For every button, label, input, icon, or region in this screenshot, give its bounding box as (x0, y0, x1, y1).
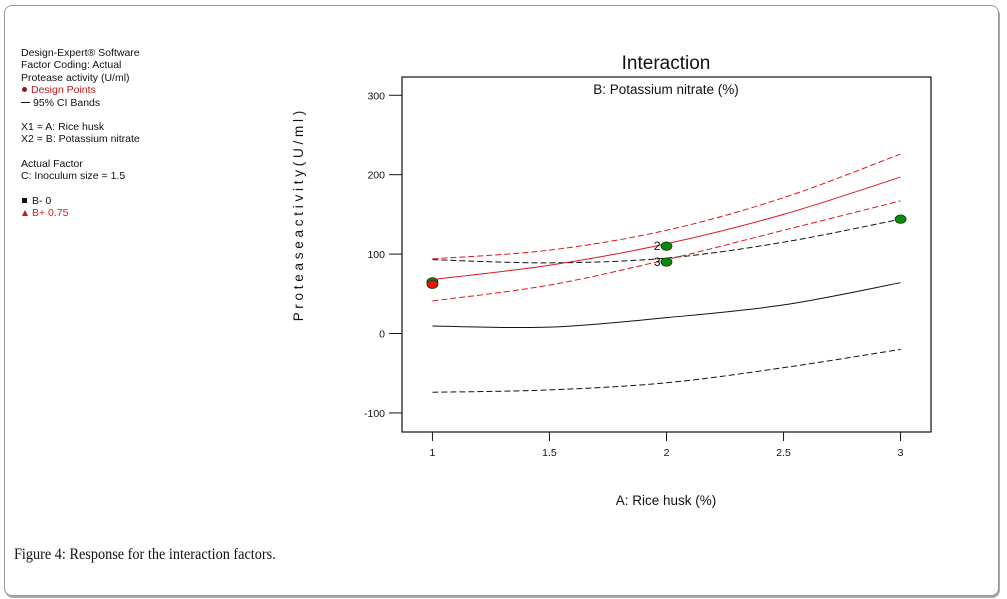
series-line-1 (432, 348, 901, 393)
figure-frame (4, 5, 999, 596)
legend-ci-bands: 95% CI Bands (21, 97, 140, 109)
design-point-label: 3 (654, 255, 661, 269)
legend-series-high: B+ 0.75 (21, 207, 140, 219)
design-expert-legend: Design-Expert® Software Factor Coding: A… (21, 47, 140, 219)
series-line-4 (432, 200, 901, 302)
x-tick-label: 3 (898, 447, 904, 459)
plot-area (401, 76, 932, 433)
legend-series-low-label: B- 0 (32, 194, 52, 207)
figure-caption-label: Figure 4: (14, 546, 66, 563)
y-tick-label: 200 (367, 170, 385, 182)
legend-actual-factor-title: Actual Factor (21, 157, 83, 170)
legend-response: Protease activity (U/ml) (21, 71, 130, 84)
design-point-dot-icon (22, 87, 27, 93)
x-tick-label: 2.5 (776, 447, 791, 459)
legend-actual-factor: C: Inoculum size = 1.5 (21, 170, 126, 183)
legend-design-points-label: Design Points (31, 84, 96, 97)
series-line-5 (432, 153, 901, 260)
y-axis: -100 0 100 200 300 (364, 90, 402, 420)
y-tick-label: -100 (364, 408, 385, 420)
chart-title: Interaction (622, 53, 711, 74)
design-points: 23 (426, 214, 907, 289)
figure-caption-text: Response for the interaction factors. (69, 546, 276, 563)
line-icon (21, 102, 30, 104)
series-line-2 (432, 218, 901, 264)
y-tick-label: 300 (367, 90, 385, 102)
design-point (894, 214, 907, 224)
x-axis-label: A: Rice husk (%) (616, 493, 717, 508)
legend-series-high-label: B+ 0.75 (32, 207, 69, 220)
y-tick-label: 100 (367, 249, 385, 261)
design-point-label: 2 (654, 239, 661, 253)
legend-x1: X1 = A: Rice husk (21, 121, 105, 134)
series-line-0 (432, 282, 901, 329)
figure-caption: Figure 4: Response for the interaction f… (14, 546, 276, 564)
x-axis: 1 1.5 2 2.5 3 (430, 432, 904, 459)
design-point (426, 279, 439, 289)
legend-series-low: B- 0 (21, 195, 140, 207)
design-point (660, 257, 673, 267)
legend-design-points: Design Points (21, 84, 140, 96)
square-marker-icon (22, 197, 27, 203)
legend-x2: X2 = B: Potassium nitrate (21, 133, 140, 146)
design-point (660, 241, 673, 251)
series-lines (432, 153, 901, 393)
triangle-marker-icon (22, 209, 28, 216)
x-tick-label: 1 (430, 447, 436, 459)
y-tick-label: 0 (379, 329, 385, 341)
legend-factor-coding: Factor Coding: Actual (21, 59, 122, 72)
chart-subtitle: B: Potassium nitrate (%) (593, 82, 739, 97)
legend-ci-bands-label: 95% CI Bands (33, 96, 101, 109)
y-axis-label: P r o t e a s e a c t i v i t y ( U / m … (291, 111, 306, 322)
legend-software: Design-Expert® Software (21, 47, 140, 59)
x-tick-label: 1.5 (542, 447, 557, 459)
x-tick-label: 2 (664, 447, 670, 459)
